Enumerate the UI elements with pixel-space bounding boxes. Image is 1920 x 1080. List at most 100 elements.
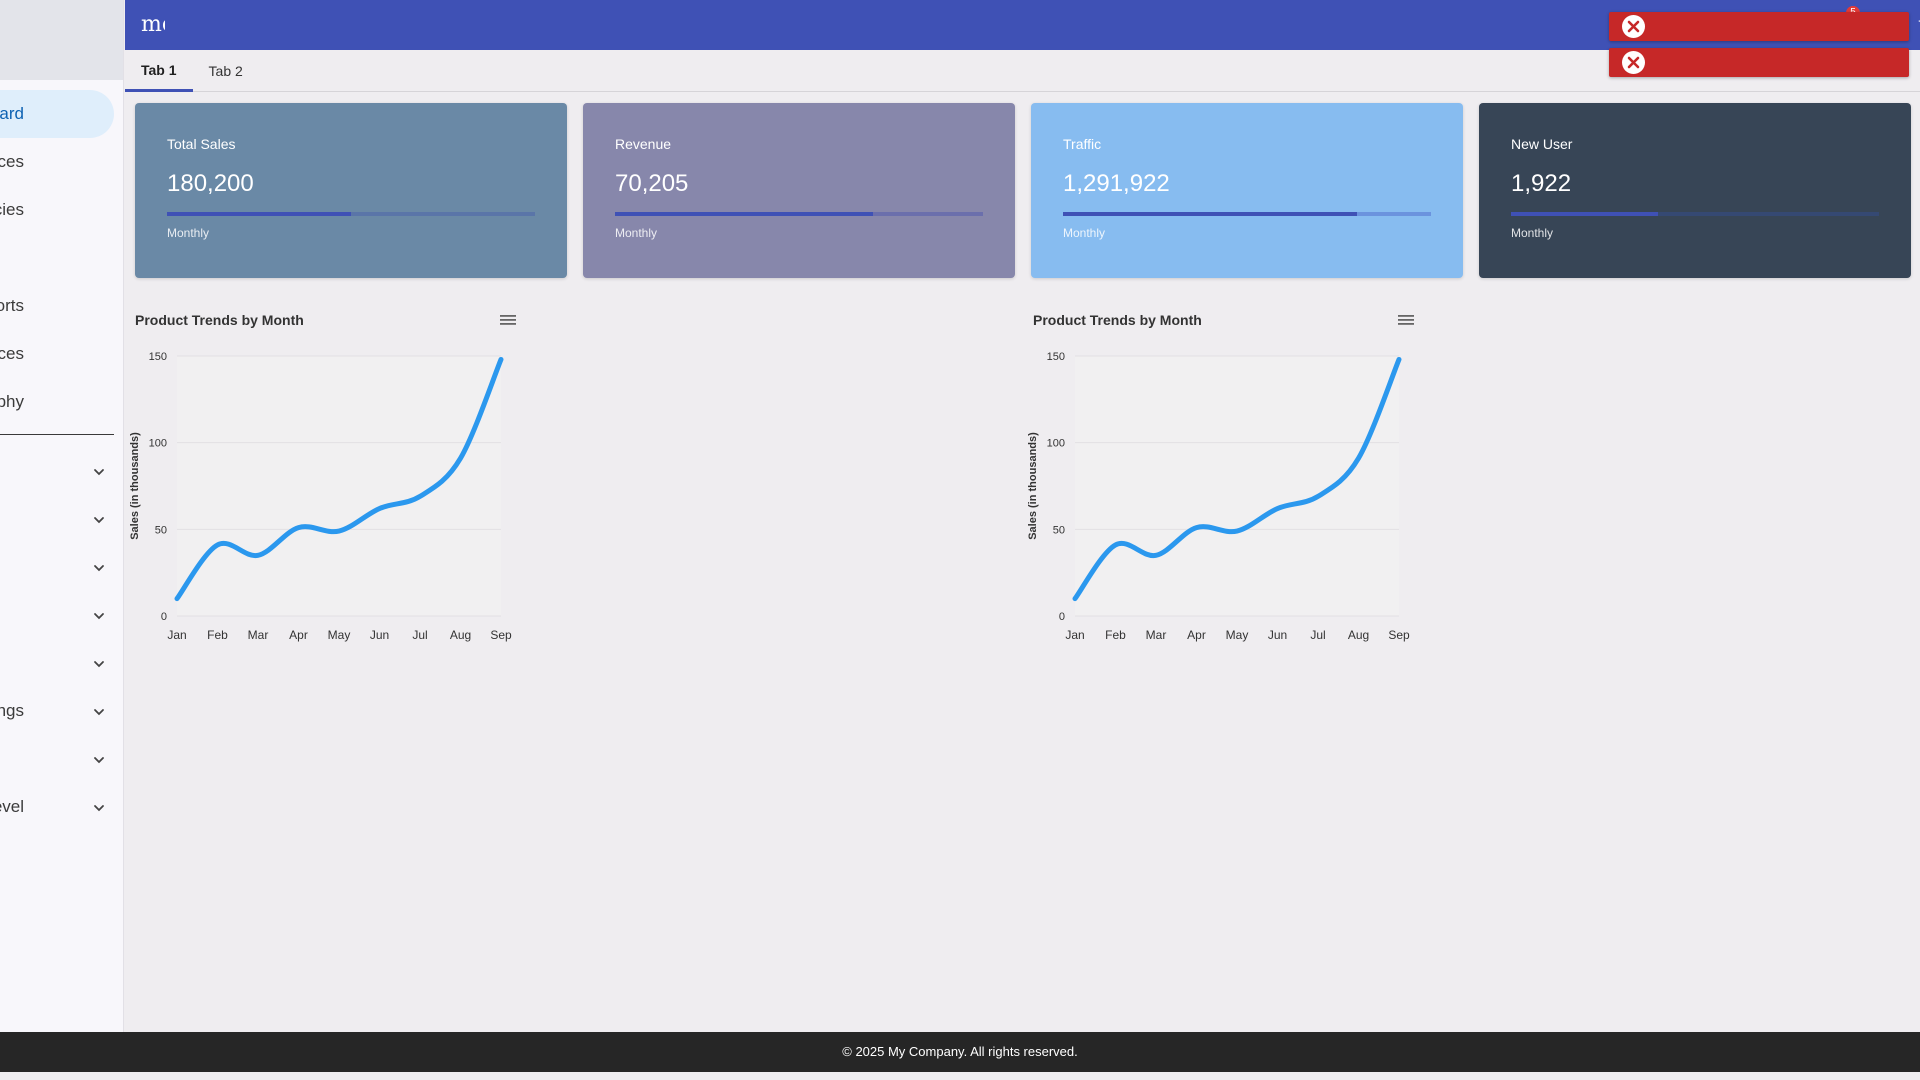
error-toast (1609, 48, 1909, 77)
sidebar-expandable-item[interactable]: Level (0, 783, 123, 831)
y-axis-label: Sales (in thousands) (1027, 432, 1039, 540)
stat-card-progress (167, 212, 535, 216)
stat-card-new-user: New User 1,922 Monthly (1479, 103, 1911, 278)
x-tick-label: Jan (1065, 628, 1084, 642)
chevron-down-icon (94, 565, 104, 572)
sidebar-nav: Dashboard Invoices Policies Reports Serv… (0, 80, 123, 426)
stat-card-value: 70,205 (615, 170, 689, 197)
stat-cards: Total Sales 180,200 Monthly Revenue 70,2… (135, 103, 1911, 278)
chevron-down-icon (94, 757, 104, 764)
hamburger-menu-icon[interactable] (1397, 313, 1415, 327)
y-tick-label: 0 (1059, 611, 1065, 623)
chart-title: Product Trends by Month (1033, 312, 1202, 328)
sidebar-divider (0, 434, 114, 435)
y-tick-label: 150 (149, 351, 167, 363)
stat-card-progress-fill (167, 212, 351, 216)
sidebar-item-invoices[interactable]: Invoices (0, 138, 123, 186)
chart-title: Product Trends by Month (135, 312, 304, 328)
y-tick-label: 50 (1053, 524, 1065, 536)
y-tick-label: 100 (1047, 438, 1065, 450)
sidebar-header (0, 0, 123, 80)
x-tick-label: Mar (1146, 628, 1167, 642)
stat-card-period: Monthly (1511, 226, 1554, 240)
x-tick-label: Mar (248, 628, 269, 642)
sidebar-expandable-list: Settings Level (0, 447, 123, 831)
y-tick-label: 50 (155, 524, 167, 536)
stat-card-title: Total Sales (167, 136, 236, 152)
line-chart: 0 50 100 150 Jan Feb Mar Apr May Jun Jul Aug Sep Sale… (1027, 351, 1410, 642)
stat-card-value: 1,922 (1511, 170, 1572, 197)
chevron-down-icon (94, 517, 104, 524)
sidebar-expandable-item[interactable] (0, 495, 123, 543)
sidebar-item-label: Reports (0, 296, 24, 315)
sidebar-expandable-item[interactable] (0, 639, 123, 687)
plot-area (1075, 356, 1399, 616)
tab-2[interactable]: Tab 2 (208, 63, 243, 79)
chart-card-product-trends-1: Product Trends by Month 0 50 100 150 Jan Feb M… (129, 306, 535, 666)
x-tick-label: Jun (370, 628, 389, 642)
sidebar-item-blank[interactable] (0, 234, 123, 282)
x-tick-label: May (328, 628, 351, 642)
plot-area (177, 356, 501, 616)
x-tick-label: Apr (1187, 628, 1206, 642)
stat-card-progress-fill (1511, 212, 1659, 216)
stat-card-period: Monthly (615, 226, 658, 240)
y-tick-label: 0 (161, 611, 167, 623)
x-tick-label: Sep (1388, 628, 1410, 642)
chevron-down-icon (94, 805, 104, 812)
x-tick-label: May (1226, 628, 1249, 642)
stat-card-period: Monthly (1063, 226, 1106, 240)
sidebar-item-label: Policies (0, 200, 24, 219)
x-tick-label: Jul (1310, 628, 1325, 642)
y-tick-label: 100 (149, 438, 167, 450)
sidebar-expandable-item[interactable] (0, 543, 123, 591)
x-tick-label: Aug (450, 628, 471, 642)
stat-card-title: Revenue (615, 136, 672, 152)
sidebar-expandable-item[interactable]: Settings (0, 687, 123, 735)
chevron-down-icon (94, 613, 104, 620)
x-tick-label: Jan (167, 628, 186, 642)
tab-bar: Tab 1 Tab 2 (125, 50, 1920, 92)
footer: © 2025 My Company. All rights reserved. (0, 1032, 1920, 1072)
sidebar-item-reports[interactable]: Reports (0, 282, 123, 330)
sidebar-item-policies[interactable]: Policies (0, 186, 123, 234)
y-axis-label: Sales (in thousands) (129, 432, 141, 540)
sidebar-expandable-item[interactable] (0, 735, 123, 783)
chevron-down-icon (94, 709, 104, 716)
sidebar-item-label: Geography (0, 392, 24, 411)
x-tick-label: Jun (1268, 628, 1287, 642)
stat-card-period: Monthly (167, 226, 210, 240)
chart-card-product-trends-2: Product Trends by Month 0 50 100 150 Jan Feb M… (1027, 306, 1433, 666)
x-tick-label: Apr (289, 628, 308, 642)
y-tick-label: 150 (1047, 351, 1065, 363)
line-chart: 0 50 100 150 Jan Feb Mar Apr May Jun Jul Aug Sep Sale… (129, 351, 512, 642)
stat-card-value: 1,291,922 (1063, 170, 1170, 197)
sidebar-item-dashboard[interactable]: Dashboard (0, 90, 114, 138)
stat-card-progress-fill (615, 212, 873, 216)
sidebar-item-label: Dashboard (0, 104, 24, 123)
close-icon[interactable] (1622, 51, 1645, 74)
x-tick-label: Aug (1348, 628, 1369, 642)
stat-card-revenue: Revenue 70,205 Monthly (583, 103, 1015, 278)
stat-card-title: Traffic (1063, 136, 1102, 152)
sidebar-expandable-item[interactable] (0, 591, 123, 639)
stat-card-value: 180,200 (167, 170, 254, 197)
x-tick-label: Feb (207, 628, 228, 642)
chevron-down-icon (94, 661, 104, 668)
app-brand: me (141, 12, 165, 37)
close-icon[interactable] (1622, 15, 1645, 38)
header-right-text: ti (1918, 13, 1920, 38)
sidebar-item-services[interactable]: Services (0, 330, 123, 378)
x-tick-label: Jul (412, 628, 427, 642)
stat-card-title: New User (1511, 136, 1573, 152)
sidebar-item-geography[interactable]: Geography (0, 378, 123, 426)
hamburger-menu-icon[interactable] (499, 313, 517, 327)
sidebar-item-label: Services (0, 344, 24, 363)
sidebar-expandable-item[interactable] (0, 447, 123, 495)
x-tick-label: Feb (1105, 628, 1126, 642)
sidebar-item-label: Invoices (0, 152, 24, 171)
tab-1[interactable]: Tab 1 (125, 50, 193, 92)
stat-card-progress (1063, 212, 1431, 216)
sidebar-item-label: Settings (0, 701, 24, 720)
stat-card-total-sales: Total Sales 180,200 Monthly (135, 103, 567, 278)
